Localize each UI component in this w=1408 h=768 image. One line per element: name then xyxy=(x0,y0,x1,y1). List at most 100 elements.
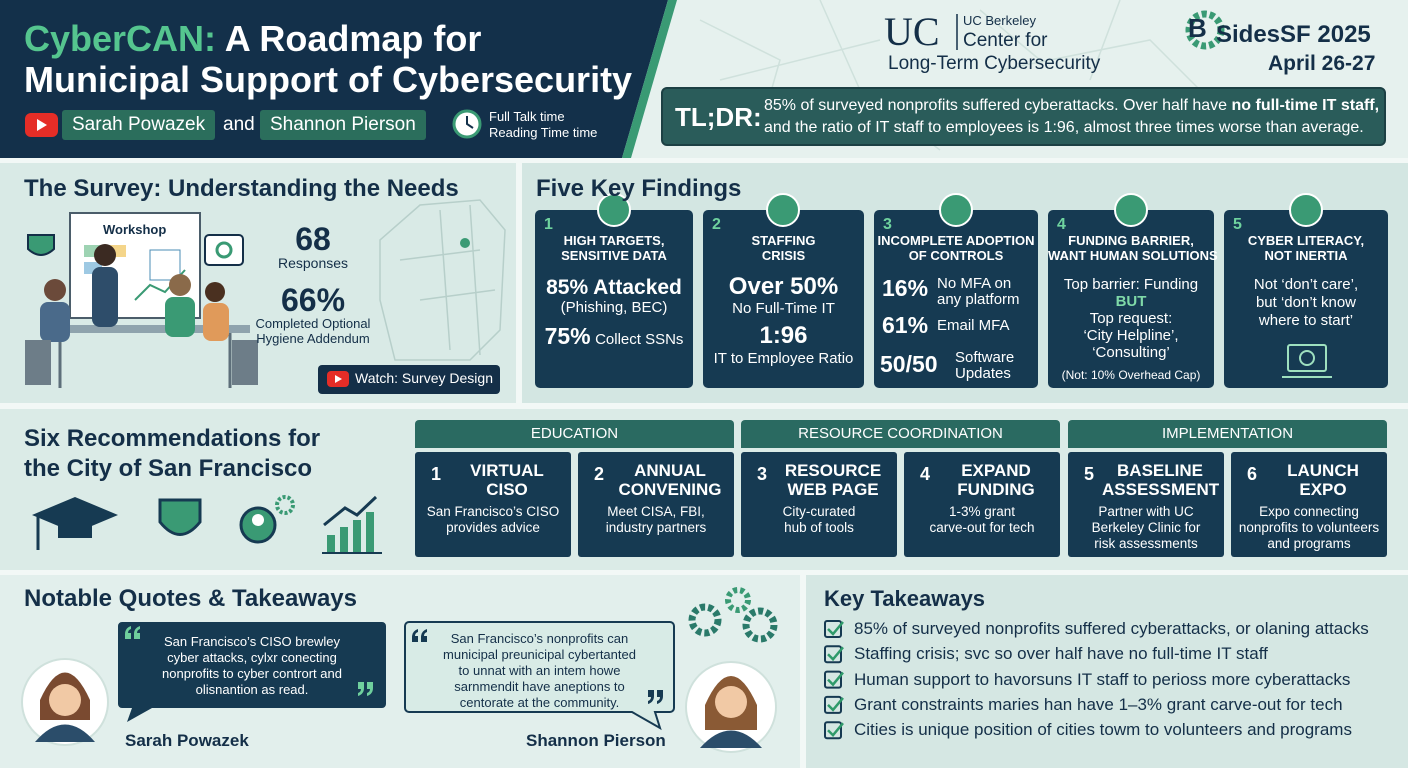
decor xyxy=(158,498,202,536)
recommendation-title: RESOURCE xyxy=(784,461,882,480)
tldr-line: 85% of surveyed nonprofits suffered cybe… xyxy=(764,97,1228,114)
recommendation-number: 6 xyxy=(1246,464,1257,484)
gears xyxy=(688,587,778,643)
decor xyxy=(49,684,81,716)
decor xyxy=(40,325,250,333)
recommendation-title: CISO xyxy=(486,480,528,499)
decor xyxy=(58,522,92,538)
recommendation-title: EXPAND xyxy=(961,461,1031,480)
section-title: The Survey: Understanding the Needs xyxy=(24,175,459,202)
recommendation-card xyxy=(1231,452,1387,557)
finding-note: No Full-Time IT xyxy=(732,300,835,317)
takeaways-panel xyxy=(806,575,1408,768)
quote-line: municipal preunicipal cybertanted xyxy=(443,647,636,662)
group-header: IMPLEMENTATION xyxy=(1068,420,1387,448)
group-header: RESOURCE COORDINATION xyxy=(741,420,1060,448)
finding-line: ‘Consulting’ xyxy=(1092,344,1170,361)
decor xyxy=(125,626,140,639)
finding-note: IT to Employee Ratio xyxy=(713,350,854,367)
uc-name: UC Berkeley xyxy=(963,13,1036,28)
decor xyxy=(366,512,374,552)
quote-bubble xyxy=(404,621,675,731)
recommendation-text: carve-out for tech xyxy=(929,520,1035,535)
checkmark xyxy=(827,621,844,636)
group-header: EDUCATION xyxy=(415,420,734,448)
decor xyxy=(358,682,373,696)
recommendation-title: EXPO xyxy=(1299,480,1347,499)
quote-line: cyber attacks, cylxr conecting xyxy=(167,650,337,665)
finding-note: No MFA on xyxy=(937,275,1012,292)
finding-number: 2 xyxy=(712,216,721,233)
recommendation-number: 2 xyxy=(593,464,604,484)
finding-line: Top request: xyxy=(1089,310,1173,327)
takeaway-item: 85% of surveyed nonprofits suffered cybe… xyxy=(854,619,1369,638)
recommendation-number: 4 xyxy=(919,464,930,484)
video-icon-play xyxy=(37,119,47,131)
recommendation-text: risk assessments xyxy=(1094,536,1198,551)
survey-illustration xyxy=(25,212,258,388)
finding-heading: CRISIS xyxy=(761,248,806,263)
finding-heading: WANT HUMAN SOLUTIONS xyxy=(1048,248,1218,263)
uc-center: Long-Term Cybersecurity xyxy=(888,53,1101,74)
finding-heading: FUNDING BARRIER, xyxy=(1068,233,1194,248)
decor xyxy=(1299,350,1315,366)
decor xyxy=(412,629,427,642)
takeaway-item: Staffing crisis; svc so over half have n… xyxy=(854,644,1268,664)
decor xyxy=(149,249,181,281)
recommendation-title: VIRTUAL xyxy=(470,461,544,480)
title-highlight: CyberCAN: xyxy=(24,18,217,59)
finding-heading: HIGH TARGETS, xyxy=(563,233,665,248)
decor xyxy=(1224,210,1388,388)
recommendation-number: 5 xyxy=(1083,464,1094,484)
recommendation-text: industry partners xyxy=(605,520,707,535)
recommendation-text: San Francisco’s CISO xyxy=(426,504,560,519)
decor xyxy=(1287,344,1327,372)
decor xyxy=(215,241,233,259)
quote-marks xyxy=(125,626,373,696)
decor xyxy=(232,340,258,385)
recommendation-title: ANNUAL xyxy=(634,461,706,480)
section-title: Key Takeaways xyxy=(824,586,986,611)
decor xyxy=(874,210,1038,388)
recommendation-text: 1-3% grant xyxy=(948,504,1016,519)
recommendation-text: hub of tools xyxy=(784,520,854,535)
recommendation-text: Partner with UC xyxy=(1098,504,1194,519)
board-label: Workshop xyxy=(103,222,167,237)
decor xyxy=(32,497,118,533)
button-label[interactable]: Watch: Survey Design xyxy=(355,370,493,386)
finding-heading: CYBER LITERACY, xyxy=(1247,233,1365,248)
finding-value: 50/50 xyxy=(880,351,938,377)
stat-label: Completed Optional xyxy=(255,316,371,331)
button-bg[interactable] xyxy=(318,365,500,394)
title-line: CyberCAN: A Roadmap for xyxy=(24,19,481,59)
header-stripe xyxy=(622,0,677,158)
section-title: the City of San Francisco xyxy=(24,455,313,482)
finding-heading: NOT INERTIA xyxy=(1264,248,1348,263)
decor xyxy=(40,302,70,342)
tldr-emphasis: no full-time IT staff, xyxy=(1231,97,1380,114)
decor xyxy=(92,267,118,327)
decor xyxy=(688,603,722,637)
finding-line: BUT xyxy=(1115,293,1147,310)
quote-marks xyxy=(412,629,663,704)
recommendation-title: WEB PAGE xyxy=(787,480,879,499)
quote-line: nonprofits to cyber contrort and xyxy=(162,666,342,681)
finding-number: 5 xyxy=(1233,216,1242,233)
recommendation-text: nonprofits to volunteers xyxy=(1238,520,1380,535)
decor xyxy=(340,527,348,552)
decor xyxy=(700,730,762,748)
sf-map xyxy=(379,199,506,361)
finding-number: 3 xyxy=(883,216,892,233)
quote-line: to unnat with an intem howe xyxy=(458,663,621,678)
map-pin xyxy=(460,238,470,248)
uc-center: Center for xyxy=(963,30,1048,51)
quote-line: centorate at the community. xyxy=(459,695,620,710)
finding-line: Top barrier: Funding xyxy=(1063,276,1199,293)
finding-line: ‘City Helpline’, xyxy=(1083,327,1179,344)
bsides-name: SidesSF 2025 xyxy=(1216,21,1371,48)
recommendation-text: Expo connecting xyxy=(1259,504,1359,519)
decor xyxy=(1114,193,1148,227)
finding-line: where to start’ xyxy=(1258,312,1354,329)
decor xyxy=(535,210,693,388)
finding-value: 1:96 xyxy=(759,322,808,349)
